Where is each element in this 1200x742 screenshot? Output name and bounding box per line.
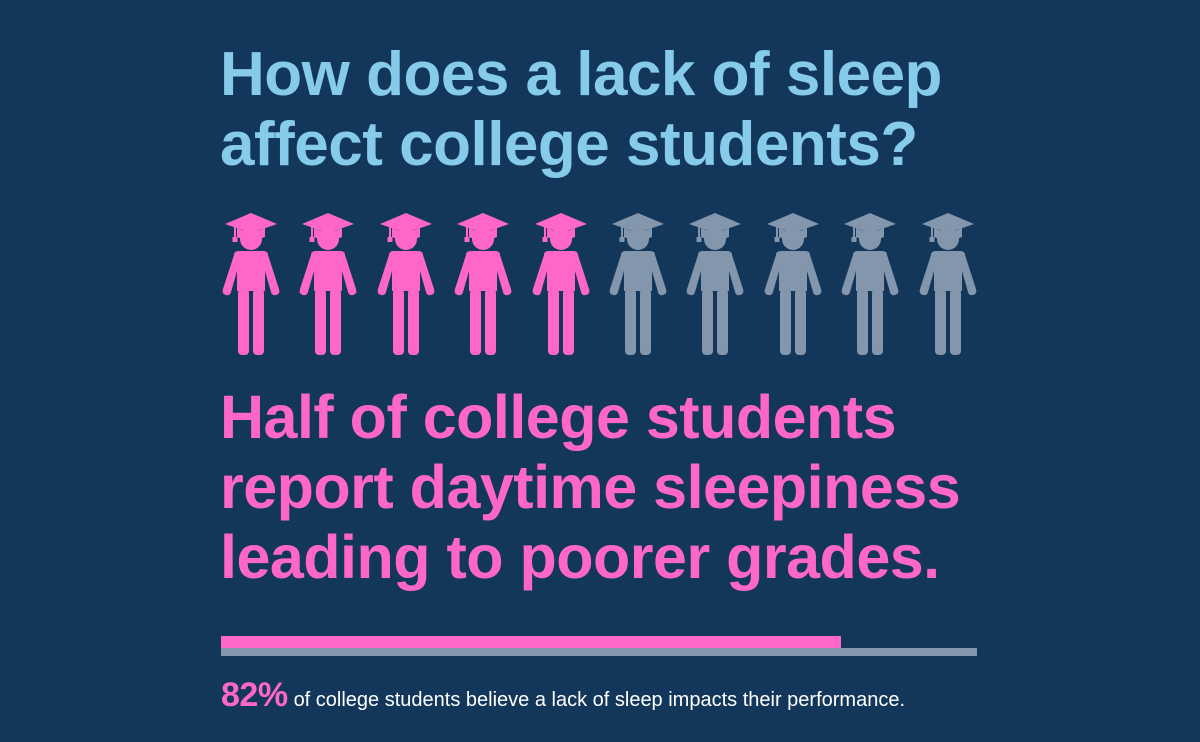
graduate-student-icon <box>918 213 978 355</box>
graduate-student-icon <box>763 213 823 355</box>
statement-line-3: leading to poorer grades. <box>220 523 940 591</box>
graduate-student-icon <box>376 213 436 355</box>
statement-line-1: Half of college students <box>220 383 897 451</box>
statement-line-2: report daytime sleepiness <box>220 453 961 521</box>
graduate-student-icon <box>298 213 358 355</box>
graduate-student-icon <box>453 213 513 355</box>
headline-line-1: How does a lack of sleep <box>220 40 942 109</box>
graduate-student-icon <box>840 213 900 355</box>
headline: How does a lack of sleep affect college … <box>220 40 1020 180</box>
statement: Half of college students report daytime … <box>220 382 1020 592</box>
graduate-student-icon <box>608 213 668 355</box>
headline-line-2: affect college students? <box>220 110 918 179</box>
footnote-text: of college students believe a lack of sl… <box>293 689 905 711</box>
performance-bar-track <box>221 648 977 656</box>
footnote: 82% of college students believe a lack of… <box>221 676 1001 715</box>
graduate-student-icon <box>685 213 745 355</box>
graduate-student-icon <box>531 213 591 355</box>
student-pictogram <box>221 213 981 355</box>
graduate-student-icon <box>221 213 281 355</box>
footnote-percent: 82% <box>221 676 288 714</box>
performance-bar-fill <box>221 636 841 648</box>
